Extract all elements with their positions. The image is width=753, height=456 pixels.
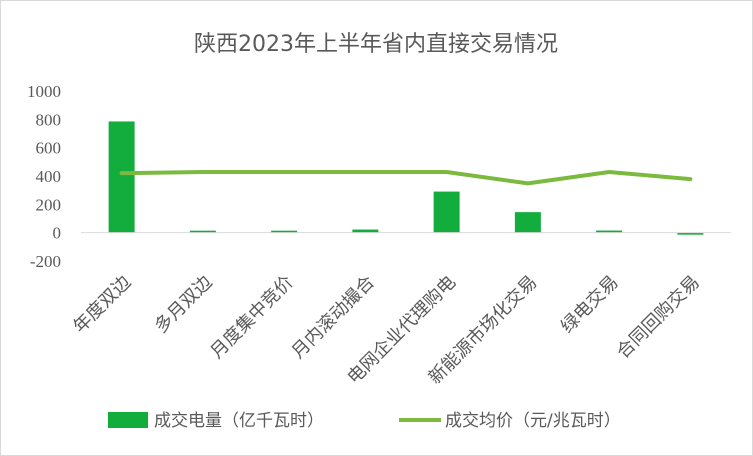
y-tick-label: 0 <box>53 224 62 243</box>
y-tick-label: 600 <box>36 139 62 158</box>
y-tick-label: 1000 <box>27 82 61 101</box>
legend-line-label: 成交均价（元/兆瓦时） <box>445 411 621 431</box>
y-tick-label: 800 <box>36 110 62 129</box>
category-label: 合同回购交易 <box>613 272 704 363</box>
bar-5 <box>433 191 460 233</box>
category-label: 年度双边 <box>69 272 135 338</box>
bar-series <box>108 121 704 235</box>
category-label: 绿电交易 <box>557 272 623 338</box>
category-label: 多月双边 <box>151 272 217 338</box>
y-tick-label: 400 <box>36 167 62 186</box>
bar-4 <box>352 229 379 233</box>
avg-price-line <box>119 170 693 186</box>
line-series <box>119 170 693 186</box>
bar-3 <box>271 230 298 233</box>
y-tick-label: -200 <box>30 252 61 271</box>
chart-title: 陕西2023年上半年省内直接交易情况 <box>194 32 558 57</box>
bar-1 <box>108 121 135 233</box>
legend-bar-label: 成交电量（亿千瓦时） <box>154 411 324 431</box>
y-axis: -200 0 200 400 600 800 1000 <box>27 82 61 271</box>
category-label: 月度集中竞价 <box>206 272 297 363</box>
legend: 成交电量（亿千瓦时） 成交均价（元/兆瓦时） <box>108 411 621 431</box>
category-label: 月内滚动撮合 <box>288 272 379 363</box>
bar-7 <box>596 230 623 233</box>
legend-bar-swatch <box>108 412 148 428</box>
bar-8 <box>677 232 704 235</box>
y-tick-label: 200 <box>36 195 62 214</box>
bar-2 <box>189 230 216 233</box>
bar-6 <box>514 212 541 233</box>
